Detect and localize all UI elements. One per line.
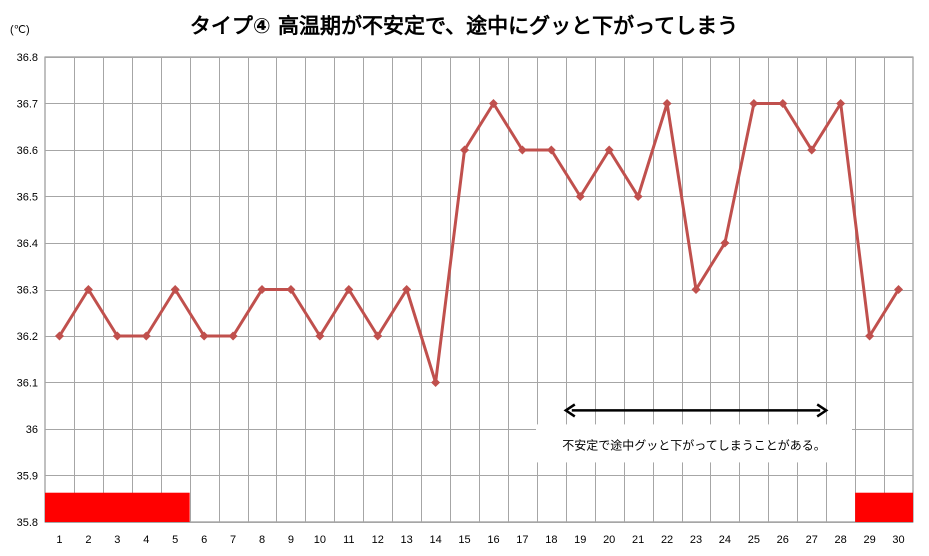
x-tick-label: 16 [487,534,499,546]
data-point [141,331,151,341]
data-point [517,145,527,155]
y-tick-label: 36.1 [17,378,38,390]
data-point [83,285,93,294]
x-tick-label: 29 [863,534,875,546]
y-tick-label: 36.3 [17,285,38,297]
data-point [460,145,470,155]
x-tick-label: 23 [690,534,702,546]
data-point [691,285,701,294]
annotation: 不安定で途中グッと下がってしまうことがある。 [536,403,852,463]
x-tick-label: 5 [172,534,178,546]
x-tick-label: 30 [892,534,904,546]
x-tick-label: 15 [458,534,470,546]
x-tick-label: 7 [230,534,236,546]
annotation-text: 不安定で途中グッと下がってしまうことがある。 [562,437,825,452]
x-tick-label: 13 [401,534,413,546]
x-tick-label: 6 [201,534,207,546]
data-point [431,378,441,387]
data-point [488,99,498,108]
temperature-series [54,99,904,387]
x-tick-label: 17 [516,534,528,546]
y-tick-label: 36.5 [17,192,38,204]
data-point [575,192,585,201]
x-tick-label: 19 [574,534,586,546]
data-point [315,331,325,341]
data-point [778,99,788,108]
data-point [199,331,209,341]
data-point [112,331,122,341]
y-tick-label: 36.6 [17,145,38,157]
y-tick-label: 36.7 [17,99,38,111]
y-tick-label: 35.8 [17,517,38,529]
data-point [865,331,875,341]
x-tick-label: 8 [259,534,265,546]
data-point [807,145,817,155]
arrow-right-head [816,403,829,418]
x-tick-label: 27 [806,534,818,546]
menstruation-bars [45,492,913,522]
x-tick-label: 9 [288,534,294,546]
grid [44,56,914,523]
annotation-background [536,424,852,463]
x-tick-label: 4 [143,534,149,546]
data-point [836,99,846,108]
x-tick-label: 14 [429,534,441,546]
menstruation-bar [855,492,913,522]
x-tick-label: 25 [748,534,760,546]
x-tick-label: 3 [114,534,120,546]
x-tick-label: 1 [56,534,62,546]
data-point [749,99,759,108]
y-tick-label: 36.2 [17,331,38,343]
x-tick-label: 22 [661,534,673,546]
data-point [257,285,267,294]
data-point [54,331,64,341]
x-tick-label: 21 [632,534,644,546]
data-point [546,145,556,155]
y-axis-unit: (℃) [10,24,30,36]
y-tick-label: 36.8 [17,52,38,64]
x-tick-label: 10 [314,534,326,546]
data-point [402,285,412,294]
x-tick-label: 20 [603,534,615,546]
data-point [633,192,643,201]
arrow-left-head [563,403,576,418]
x-tick-label: 26 [777,534,789,546]
y-tick-label: 36.4 [17,238,38,250]
data-point [344,285,354,294]
data-point [286,285,296,294]
series-line [58,102,900,384]
tick-labels: 35.835.93636.136.236.336.436.536.636.736… [17,52,905,546]
x-tick-label: 12 [372,534,384,546]
y-tick-label: 36 [26,424,38,436]
data-point [720,238,730,248]
x-tick-label: 11 [343,534,354,546]
chart-title: タイプ④ 高温期が不安定で、途中にグッと下がってしまう [190,14,738,38]
x-tick-label: 28 [835,534,847,546]
x-tick-label: 18 [545,534,557,546]
data-point [604,145,614,155]
x-tick-label: 24 [719,534,731,546]
data-point [170,285,180,294]
data-point [894,285,904,294]
x-tick-label: 2 [85,534,91,546]
data-point [228,331,238,341]
menstruation-bar [45,492,190,522]
data-point [373,331,383,341]
data-point [662,99,672,108]
y-tick-label: 35.9 [17,471,38,483]
